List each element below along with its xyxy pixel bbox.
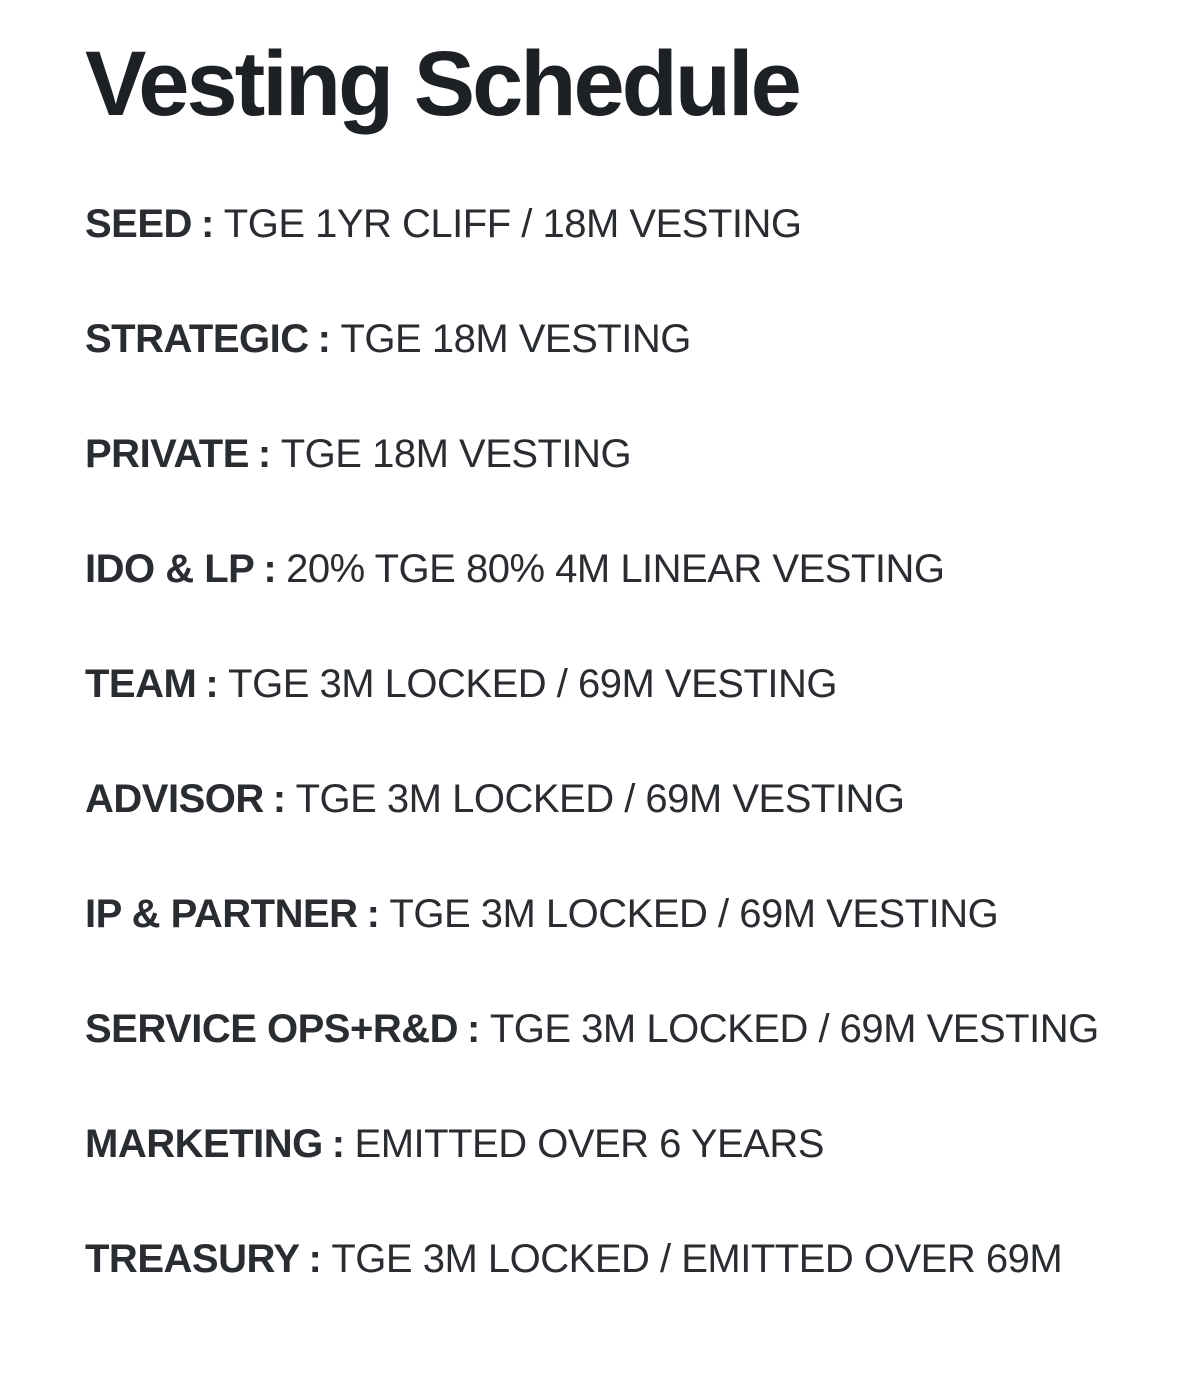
- label-separator: :: [272, 777, 286, 821]
- label-separator: :: [331, 1122, 345, 1166]
- label-separator: :: [263, 547, 277, 591]
- vesting-terms-text: EMITTED OVER 6 YEARS: [354, 1122, 825, 1166]
- vesting-terms-text: TGE 3M LOCKED / 69M VESTING: [295, 777, 905, 821]
- vesting-terms-text: TGE 18M VESTING: [280, 432, 632, 476]
- label-separator: :: [467, 1007, 480, 1051]
- label-separator: :: [317, 317, 331, 361]
- vesting-row-ido-lp: IDO & LP:20% TGE 80% 4M LINEAR VESTING: [85, 546, 1160, 592]
- vesting-category-label: TREASURY: [85, 1237, 300, 1281]
- vesting-category-label: SERVICE OPS+R&D: [85, 1007, 459, 1051]
- vesting-terms-text: TGE 3M LOCKED / 69M VESTING: [489, 1007, 1099, 1051]
- vesting-category-label: STRATEGIC: [85, 317, 309, 361]
- vesting-category-label: MARKETING: [85, 1122, 323, 1166]
- vesting-category-label: IDO & LP: [85, 547, 255, 591]
- vesting-category-label: PRIVATE: [85, 432, 249, 476]
- label-separator: :: [257, 432, 271, 476]
- vesting-terms-text: TGE 1YR CLIFF / 18M VESTING: [223, 202, 802, 246]
- vesting-schedule-list: SEED: TGE 1YR CLIFF / 18M VESTING STRATEG…: [85, 201, 1160, 1282]
- vesting-row-treasury: TREASURY: TGE 3M LOCKED / EMITTED OVER 69…: [85, 1236, 1160, 1282]
- vesting-category-label: ADVISOR: [85, 777, 264, 821]
- label-separator: :: [308, 1237, 322, 1281]
- vesting-row-service-ops-rd: SERVICE OPS+R&D: TGE 3M LOCKED / 69M VEST…: [85, 1006, 1160, 1052]
- vesting-terms-text: TGE 18M VESTING: [340, 317, 691, 361]
- vesting-terms-text: 20% TGE 80% 4M LINEAR VESTING: [286, 547, 945, 591]
- vesting-terms-text: TGE 3M LOCKED / 69M VESTING: [389, 892, 999, 936]
- vesting-row-team: TEAM: TGE 3M LOCKED / 69M VESTING: [85, 661, 1160, 707]
- label-separator: :: [366, 892, 380, 936]
- vesting-terms-text: TGE 3M LOCKED / EMITTED OVER 69M: [331, 1237, 1063, 1281]
- label-separator: :: [200, 202, 214, 246]
- vesting-row-ip-partner: IP & PARTNER: TGE 3M LOCKED / 69M VESTING: [85, 891, 1160, 937]
- vesting-category-label: IP & PARTNER: [85, 892, 358, 936]
- vesting-terms-text: TGE 3M LOCKED / 69M VESTING: [228, 662, 838, 706]
- vesting-row-seed: SEED: TGE 1YR CLIFF / 18M VESTING: [85, 201, 1160, 247]
- vesting-row-advisor: ADVISOR: TGE 3M LOCKED / 69M VESTING: [85, 776, 1160, 822]
- vesting-row-strategic: STRATEGIC: TGE 18M VESTING: [85, 316, 1160, 362]
- label-separator: :: [205, 662, 219, 706]
- vesting-category-label: SEED: [85, 202, 192, 246]
- vesting-category-label: TEAM: [85, 662, 197, 706]
- page-title: Vesting Schedule: [85, 33, 802, 135]
- vesting-row-marketing: MARKETING: EMITTED OVER 6 YEARS: [85, 1121, 1160, 1167]
- vesting-row-private: PRIVATE: TGE 18M VESTING: [85, 431, 1160, 477]
